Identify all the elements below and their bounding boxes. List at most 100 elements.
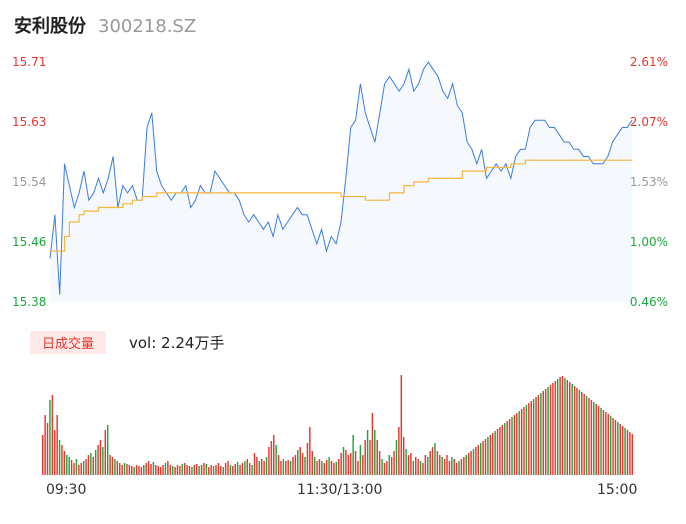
volume-bar: [304, 457, 306, 475]
volume-bar: [128, 465, 131, 475]
price-tick-label: 15.54: [12, 175, 46, 189]
volume-bar: [465, 455, 467, 475]
volume-bar: [196, 464, 198, 475]
volume-bar: [92, 457, 94, 475]
volume-bar: [123, 463, 126, 475]
volume-bar: [431, 447, 434, 475]
volume-bar: [463, 457, 465, 475]
volume-bar: [325, 460, 328, 475]
volume-bar: [102, 447, 104, 475]
volume-bar: [311, 451, 313, 475]
volume-bar: [424, 455, 427, 475]
volume-bar: [181, 464, 184, 475]
volume-bar: [282, 459, 285, 475]
volume-bar: [506, 421, 508, 475]
volume-bar: [470, 451, 472, 475]
volume-bar: [619, 424, 621, 475]
volume-bar: [528, 403, 530, 475]
volume-bar: [477, 445, 480, 475]
volume-bar: [419, 461, 422, 475]
volume-bar: [253, 453, 256, 475]
volume-bar: [236, 462, 239, 475]
volume-bar: [347, 455, 350, 475]
volume-bar: [51, 395, 54, 475]
volume-bar: [85, 459, 87, 475]
volume-bar: [313, 457, 316, 475]
volume-bar: [56, 415, 58, 475]
volume-bar: [188, 466, 191, 475]
volume-bar: [111, 457, 114, 475]
volume-bar: [208, 467, 210, 475]
volume-bar: [210, 465, 212, 475]
volume-bar: [609, 416, 612, 475]
volume-bar: [200, 465, 203, 475]
price-tick-label: 15.46: [12, 235, 46, 249]
volume-bar: [364, 440, 366, 475]
volume-bar: [155, 465, 157, 475]
volume-bar: [246, 459, 248, 475]
volume-bar: [354, 451, 357, 475]
volume-bar: [285, 461, 287, 475]
volume-bar: [340, 453, 342, 475]
volume-bar: [554, 381, 557, 475]
volume-bar: [162, 465, 164, 475]
volume-bar: [593, 402, 595, 475]
volume-bar: [374, 430, 376, 475]
volume-bar: [138, 466, 140, 475]
volume-bar: [212, 466, 215, 475]
volume-bar: [535, 397, 537, 475]
volume-bar: [297, 450, 299, 475]
percent-tick-label: 1.00%: [630, 235, 668, 249]
time-label-open: 09:30: [46, 482, 87, 498]
volume-bar: [446, 455, 448, 475]
volume-bar: [61, 445, 63, 475]
price-line: [49, 61, 633, 295]
volume-bar: [171, 466, 174, 475]
volume-bar: [82, 461, 85, 475]
volume-bar: [508, 419, 511, 475]
volume-bar: [328, 457, 330, 475]
volume-bar: [417, 459, 419, 475]
volume-bar: [224, 463, 227, 475]
volume-bar: [119, 463, 121, 475]
volume-bar: [629, 432, 631, 475]
volume-bar: [54, 430, 56, 475]
volume-bar: [321, 461, 323, 475]
volume-bar: [412, 461, 415, 475]
volume-bar: [143, 465, 145, 475]
volume-bar: [407, 455, 410, 475]
volume-bar: [415, 457, 417, 475]
volume-bar: [167, 461, 169, 475]
volume-bar: [66, 455, 68, 475]
volume-bar: [378, 451, 381, 475]
volume-bar: [140, 467, 143, 475]
volume-bar: [393, 451, 395, 475]
volume-bar: [525, 405, 528, 475]
volume-bar: [306, 443, 309, 475]
volume-bar: [564, 378, 566, 475]
volume-bar: [345, 450, 347, 475]
volume-bar: [106, 425, 109, 475]
volume-bar: [624, 428, 626, 475]
volume-bar: [504, 423, 506, 475]
percent-tick-label: 2.61%: [630, 55, 668, 69]
volume-bar: [280, 461, 282, 475]
volume-bar: [492, 433, 494, 475]
volume-bar: [220, 466, 222, 475]
volume-bar: [436, 451, 439, 475]
volume-bar: [381, 459, 383, 475]
percent-tick-label: 2.07%: [630, 115, 668, 129]
volume-bar: [578, 390, 581, 475]
volume-bar: [402, 437, 405, 475]
volume-bar: [90, 453, 92, 475]
volume-bar: [366, 430, 369, 475]
volume-bar: [176, 465, 179, 475]
volume-bar: [472, 449, 475, 475]
volume-bar: [400, 375, 403, 475]
volume-bar: [626, 430, 629, 475]
volume-bar: [244, 461, 246, 475]
volume-bar: [362, 455, 364, 475]
volume-bar: [621, 426, 624, 475]
volume-bar: [571, 384, 573, 475]
price-tick-label: 15.63: [12, 115, 46, 129]
